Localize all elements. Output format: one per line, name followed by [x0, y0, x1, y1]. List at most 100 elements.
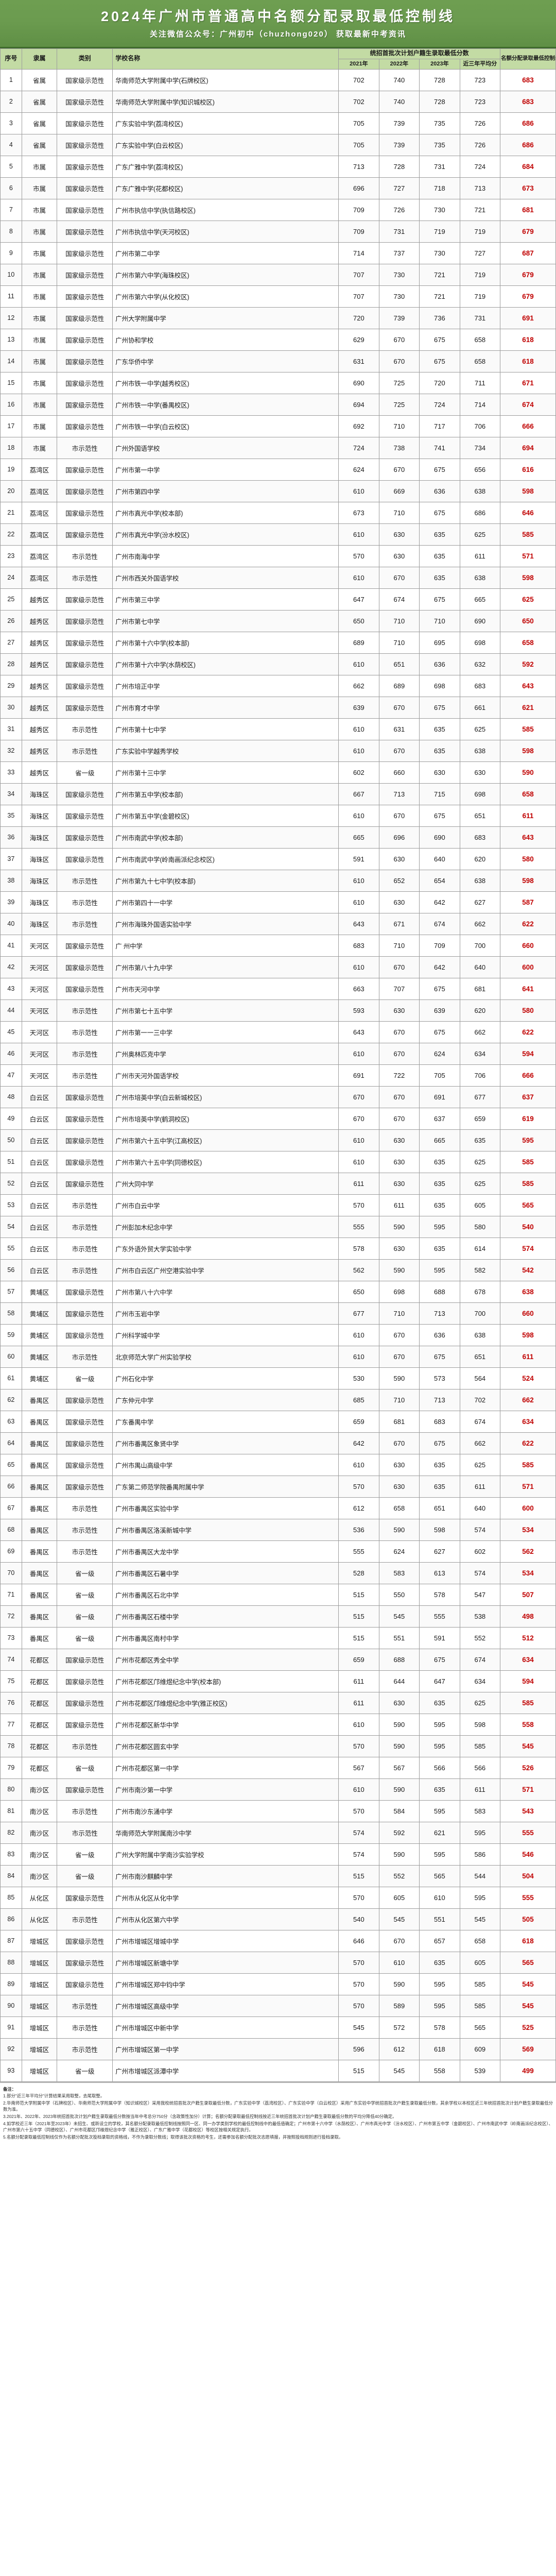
row-score-2022: 610 — [378, 1951, 420, 1974]
row-score-average: 662 — [459, 1432, 501, 1454]
row-affiliation: 天河区 — [21, 977, 58, 1000]
row-score-average: 662 — [459, 1021, 501, 1043]
row-school-name: 广州市铁一中学(番禺校区) — [112, 393, 339, 416]
row-school-name: 广州市第五中学(校本部) — [112, 783, 339, 805]
row-school-name: 广州市西关外国语学校 — [112, 566, 339, 589]
row-score-2023: 741 — [419, 436, 460, 459]
row-control-line: 585 — [500, 1172, 556, 1195]
row-affiliation: 海珠区 — [21, 912, 58, 935]
row-score-2021: 720 — [338, 307, 379, 329]
row-score-average: 723 — [459, 90, 501, 113]
row-score-2021: 545 — [338, 2016, 379, 2039]
row-score-2023: 595 — [419, 1215, 460, 1238]
row-score-average: 552 — [459, 1626, 501, 1649]
row-school-name: 广州市番禺区实验中学 — [112, 1497, 339, 1519]
row-score-2021: 702 — [338, 90, 379, 113]
row-school-name: 广州市花都区邝维煜纪念中学(校本部) — [112, 1670, 339, 1692]
row-index: 28 — [0, 653, 22, 675]
row-score-2021: 528 — [338, 1562, 379, 1584]
row-school-name: 广州市南武中学(校本部) — [112, 826, 339, 849]
row-score-2022: 730 — [378, 285, 420, 308]
table-row: 66 番禺区 国家级示范性 广东第二师范学院番禺附属中学 570 630 635 611 571 — [0, 1475, 556, 1498]
row-score-2021: 578 — [338, 1237, 379, 1260]
row-control-line: 580 — [500, 848, 556, 870]
row-score-2022: 670 — [378, 739, 420, 762]
row-affiliation: 市属 — [21, 436, 58, 459]
row-score-average: 564 — [459, 1367, 501, 1389]
table-row: 60 黄埔区 市示范性 北京师范大学广州实验学校 610 670 675 651 611 — [0, 1345, 556, 1368]
row-score-2022: 738 — [378, 436, 420, 459]
row-category: 省一级 — [57, 1367, 113, 1389]
col-header-no: 序号 — [0, 48, 22, 70]
row-score-2023: 675 — [419, 588, 460, 611]
row-score-average: 706 — [459, 415, 501, 437]
row-score-average: 727 — [459, 242, 501, 264]
row-score-2021: 610 — [338, 566, 379, 589]
row-affiliation: 市属 — [21, 393, 58, 416]
row-score-2022: 710 — [378, 934, 420, 957]
row-score-average: 565 — [459, 2016, 501, 2039]
table-row: 44 天河区 市示范性 广州市第七十五中学 593 630 639 620 580 — [0, 999, 556, 1022]
row-affiliation: 番禺区 — [21, 1540, 58, 1563]
row-school-name: 广东实验中学(白云校区) — [112, 133, 339, 156]
row-affiliation: 市属 — [21, 155, 58, 178]
row-score-2021: 574 — [338, 1843, 379, 1866]
row-category: 国家级示范性 — [57, 956, 113, 978]
row-control-line: 565 — [500, 1951, 556, 1974]
row-category: 省一级 — [57, 1583, 113, 1606]
table-row: 86 从化区 市示范性 广州市从化区第六中学 540 545 551 545 505 — [0, 1908, 556, 1930]
row-category: 省一级 — [57, 1605, 113, 1628]
row-index: 69 — [0, 1540, 22, 1563]
table-row: 83 南沙区 省一级 广州大学附属中学南沙实验学校 574 590 595 586 546 — [0, 1843, 556, 1866]
row-control-line: 600 — [500, 956, 556, 978]
table-row: 39 海珠区 市示范性 广州市第四十一中学 610 630 642 627 587 — [0, 891, 556, 913]
row-category: 国家级示范性 — [57, 588, 113, 611]
row-score-2023: 613 — [419, 1562, 460, 1584]
row-index: 52 — [0, 1172, 22, 1195]
row-category: 国家级示范性 — [57, 631, 113, 654]
row-index: 13 — [0, 328, 22, 351]
row-affiliation: 荔湾区 — [21, 523, 58, 546]
row-score-average: 719 — [459, 263, 501, 286]
row-affiliation: 番禺区 — [21, 1497, 58, 1519]
row-affiliation: 黄埔区 — [21, 1324, 58, 1346]
row-affiliation: 天河区 — [21, 1064, 58, 1087]
row-control-line: 679 — [500, 220, 556, 243]
row-index: 39 — [0, 891, 22, 913]
row-score-2021: 610 — [338, 1453, 379, 1476]
row-school-name: 广州市培正中学 — [112, 674, 339, 697]
row-control-line: 646 — [500, 501, 556, 524]
row-school-name: 广东第二师范学院番禺附属中学 — [112, 1475, 339, 1498]
row-index: 10 — [0, 263, 22, 286]
table-row: 1 省属 国家级示范性 华南师范大学附属中学(石牌校区) 702 740 728 723 683 — [0, 69, 556, 91]
table-row: 69 番禺区 市示范性 广州市番禺区大龙中学 555 624 627 602 562 — [0, 1540, 556, 1563]
row-affiliation: 天河区 — [21, 956, 58, 978]
row-score-2023: 735 — [419, 112, 460, 134]
row-score-2023: 635 — [419, 739, 460, 762]
row-score-2023: 595 — [419, 1259, 460, 1281]
row-score-2021: 610 — [338, 956, 379, 978]
row-control-line: 679 — [500, 285, 556, 308]
row-score-2021: 714 — [338, 242, 379, 264]
row-score-2023: 566 — [419, 1756, 460, 1779]
row-category: 国家级示范性 — [57, 674, 113, 697]
row-school-name: 广州市第十六中学(校本部) — [112, 631, 339, 654]
table-row: 79 花都区 省一级 广州市花都区第一中学 567 567 566 566 526 — [0, 1756, 556, 1779]
table-row: 28 越秀区 国家级示范性 广州市第十六中学(水荫校区) 610 651 636 632 592 — [0, 653, 556, 675]
row-score-2021: 624 — [338, 458, 379, 481]
row-score-average: 602 — [459, 1540, 501, 1563]
row-affiliation: 越秀区 — [21, 588, 58, 611]
row-score-2022: 670 — [378, 696, 420, 719]
row-score-2022: 670 — [378, 1324, 420, 1346]
row-affiliation: 花都区 — [21, 1713, 58, 1736]
row-score-2022: 688 — [378, 1648, 420, 1671]
row-category: 国家级示范性 — [57, 480, 113, 502]
row-score-2021: 694 — [338, 393, 379, 416]
row-affiliation: 海珠区 — [21, 826, 58, 849]
row-school-name: 广州市花都区圆玄中学 — [112, 1735, 339, 1757]
footnotes-title: 备注： — [3, 2086, 16, 2092]
row-score-average: 625 — [459, 1150, 501, 1173]
row-category: 国家级示范性 — [57, 1107, 113, 1130]
row-school-name: 广州市第四中学 — [112, 480, 339, 502]
row-category: 国家级示范性 — [57, 696, 113, 719]
